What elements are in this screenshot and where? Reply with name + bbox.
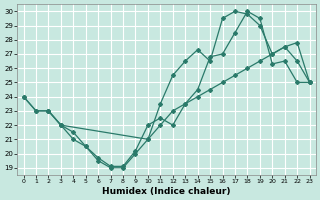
X-axis label: Humidex (Indice chaleur): Humidex (Indice chaleur) xyxy=(102,187,231,196)
